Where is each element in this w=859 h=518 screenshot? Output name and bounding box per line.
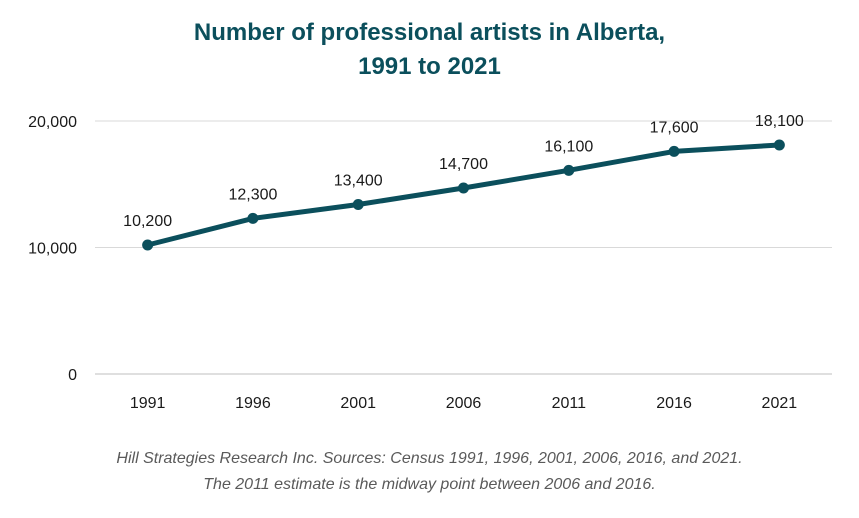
y-tick-label: 20,000	[28, 114, 77, 131]
x-tick-label: 1996	[235, 395, 271, 412]
gridlines	[95, 120, 832, 375]
data-point	[352, 198, 364, 210]
x-tick-label: 1991	[130, 395, 166, 412]
data-point	[773, 139, 785, 151]
data-point	[563, 164, 575, 176]
data-points	[142, 139, 785, 251]
chart-title-line-1: Number of professional artists in Albert…	[193, 19, 666, 46]
data-point	[247, 212, 259, 224]
data-label: 10,200	[123, 213, 172, 230]
source-note: Hill Strategies Research Inc. Sources: C…	[0, 446, 859, 498]
x-axis-tick-labels: 1991 1996 2001 2006 2011 2016 2021	[130, 395, 797, 412]
data-label: 14,700	[439, 156, 488, 173]
x-tick-label: 2001	[340, 395, 376, 412]
data-label: 13,400	[334, 172, 383, 189]
x-tick-label: 2006	[446, 395, 482, 412]
data-point	[142, 239, 154, 251]
chart-title: Number of professional artists in Albert…	[0, 16, 859, 84]
source-note-line-2: The 2011 estimate is the midway point be…	[203, 476, 656, 493]
data-point	[458, 182, 469, 194]
data-label: 12,300	[228, 186, 277, 203]
chart-title-line-2: 1991 to 2021	[358, 53, 501, 80]
data-label: 16,100	[544, 138, 593, 155]
x-tick-label: 2016	[656, 395, 692, 412]
y-axis-tick-labels: 0 10,000 20,000	[28, 114, 77, 384]
data-label: 18,100	[755, 113, 804, 130]
source-note-line-1: Hill Strategies Research Inc. Sources: C…	[116, 450, 743, 467]
x-tick-label: 2021	[762, 395, 798, 412]
data-label: 17,600	[650, 119, 699, 136]
y-tick-label: 10,000	[28, 241, 77, 258]
x-tick-label: 2011	[552, 395, 587, 412]
data-labels: 10,200 12,300 13,400 14,700 16,100 17,600 18,1…	[123, 113, 804, 230]
data-point	[668, 145, 680, 157]
y-tick-label: 0	[68, 367, 77, 384]
